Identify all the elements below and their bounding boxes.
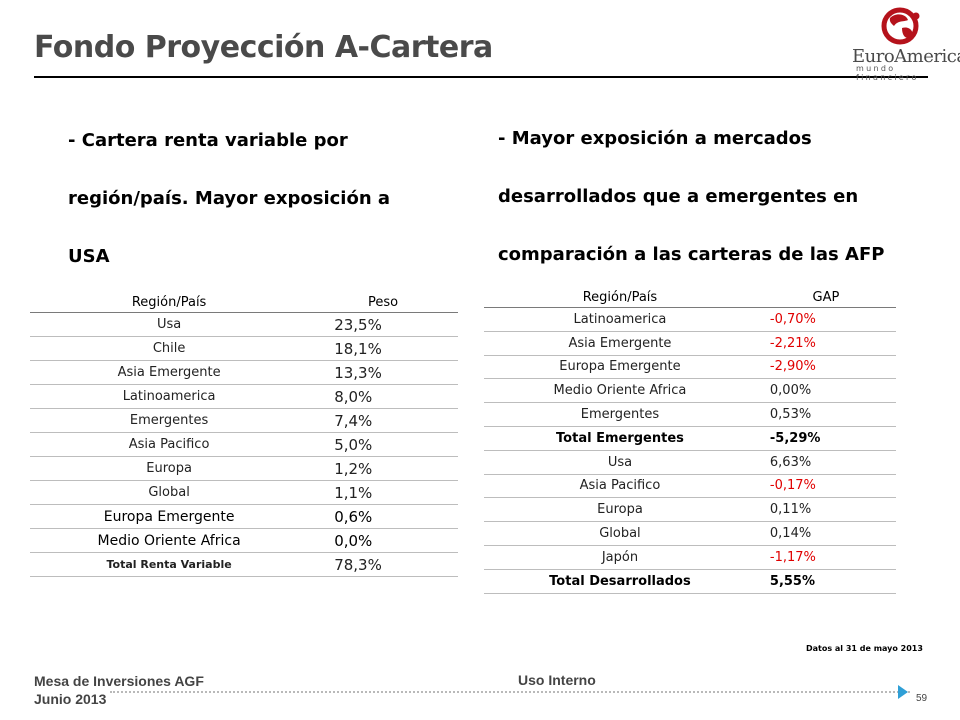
table-row: Total Renta Variable 78,3% xyxy=(30,552,458,577)
value-cell: 7,4% xyxy=(308,408,458,433)
portfolio-weight-table: Región/País Peso Usa 23,5% Chile 18,1% Asia … xyxy=(30,292,458,577)
region-cell: Asia Pacifico xyxy=(30,432,309,457)
value-cell: 0,6% xyxy=(308,504,458,529)
footer-dotted-line xyxy=(110,691,910,693)
bullet-right-line: comparación a las carteras de las AFP xyxy=(498,244,885,265)
table-row: Europa Emergente -2,90% xyxy=(484,355,896,380)
column-header-region: Región/País xyxy=(30,292,309,313)
region-cell: Asia Emergente xyxy=(30,360,309,385)
region-cell: Medio Oriente Africa xyxy=(30,528,309,553)
region-cell: Global xyxy=(484,521,756,546)
region-cell: Usa xyxy=(484,450,756,475)
region-cell: Latinoamerica xyxy=(484,307,756,332)
bullet-right: - Mayor exposición a mercados desarrolla… xyxy=(498,110,938,284)
region-cell: Usa xyxy=(30,312,309,337)
table-row: Chile 18,1% xyxy=(30,336,458,361)
region-cell: Total Emergentes xyxy=(484,425,756,451)
region-cell: Emergentes xyxy=(30,408,309,433)
bullet-right-line: - Mayor exposición a mercados xyxy=(498,128,812,149)
table-row: Total Emergentes -5,29% xyxy=(484,425,896,451)
table-row: Medio Oriente Africa 0,0% xyxy=(30,528,458,553)
globe-logo-icon xyxy=(881,7,920,45)
table-row: Asia Pacifico -0,17% xyxy=(484,474,896,499)
footer-department-name: Mesa de Inversiones AGF xyxy=(34,673,204,689)
page-title: Fondo Proyección A-Cartera xyxy=(34,30,493,65)
value-cell: -2,21% xyxy=(755,331,896,356)
table-row: Japón -1,17% xyxy=(484,545,896,570)
table-row: Latinoamerica -0,70% xyxy=(484,307,896,332)
table-row: Asia Pacifico 5,0% xyxy=(30,432,458,457)
region-cell: Total Renta Variable xyxy=(30,552,309,577)
value-cell: -5,29% xyxy=(755,425,896,451)
title-divider xyxy=(34,76,928,78)
table-row: Total Desarrollados 5,55% xyxy=(484,568,896,594)
value-cell: 0,53% xyxy=(755,402,896,427)
region-cell: Europa xyxy=(484,497,756,523)
value-cell: 0,11% xyxy=(755,497,896,523)
arrow-right-icon xyxy=(898,685,908,699)
data-date-note: Datos al 31 de mayo 2013 xyxy=(806,644,923,653)
value-cell: 18,1% xyxy=(308,336,458,361)
region-cell: Japón xyxy=(484,545,756,570)
bullet-left: - Cartera renta variable por región/país… xyxy=(68,112,448,286)
region-cell: Latinoamerica xyxy=(30,384,309,409)
table-row: Emergentes 7,4% xyxy=(30,408,458,433)
column-header-region: Región/País xyxy=(484,287,756,308)
column-header-weight: Peso xyxy=(308,292,458,313)
value-cell: -0,70% xyxy=(755,307,896,332)
region-cell: Chile xyxy=(30,336,309,361)
value-cell: 5,0% xyxy=(308,432,458,457)
footer-department: Mesa de Inversiones AGF Junio 2013 xyxy=(34,672,204,708)
logo-tagline: mundo financiero xyxy=(856,64,919,82)
value-cell: 23,5% xyxy=(308,312,458,337)
bullet-left-line: - Cartera renta variable por xyxy=(68,130,348,151)
gap-table: Región/País GAP Latinoamerica -0,70% Asia … xyxy=(484,287,896,594)
column-header-gap: GAP xyxy=(755,287,896,308)
table-row: Europa 1,2% xyxy=(30,456,458,481)
value-cell: -2,90% xyxy=(755,355,896,380)
region-cell: Medio Oriente Africa xyxy=(484,378,756,404)
table-row: Global 1,1% xyxy=(30,480,458,505)
table-row: Emergentes 0,53% xyxy=(484,402,896,427)
footer-classification: Uso Interno xyxy=(518,672,596,688)
table-row: Asia Emergente -2,21% xyxy=(484,331,896,356)
company-logo: EuroAmerica mundo financiero xyxy=(846,6,960,82)
value-cell: 6,63% xyxy=(755,450,896,475)
value-cell: 0,0% xyxy=(308,528,458,553)
table-row: Latinoamerica 8,0% xyxy=(30,384,458,409)
bullet-left-line: USA xyxy=(68,246,110,267)
table-row: Medio Oriente Africa 0,00% xyxy=(484,378,896,404)
page-number: 59 xyxy=(916,693,928,704)
region-cell: Total Desarrollados xyxy=(484,568,756,594)
value-cell: 13,3% xyxy=(308,360,458,385)
table-row: Usa 6,63% xyxy=(484,450,896,475)
value-cell: 8,0% xyxy=(308,384,458,409)
table-row: Asia Emergente 13,3% xyxy=(30,360,458,385)
region-cell: Europa xyxy=(30,456,309,481)
value-cell: -1,17% xyxy=(755,545,896,570)
value-cell: 0,14% xyxy=(755,521,896,546)
table-row: Europa 0,11% xyxy=(484,497,896,523)
region-cell: Europa Emergente xyxy=(30,504,309,529)
value-cell: 0,00% xyxy=(755,378,896,404)
region-cell: Asia Emergente xyxy=(484,331,756,356)
footer-date: Junio 2013 xyxy=(34,691,107,707)
bullet-right-line: desarrollados que a emergentes en xyxy=(498,186,859,207)
logo-name: EuroAmerica xyxy=(852,46,960,67)
region-cell: Emergentes xyxy=(484,402,756,427)
table-row: Global 0,14% xyxy=(484,521,896,546)
value-cell: 1,1% xyxy=(308,480,458,505)
table-row: Europa Emergente 0,6% xyxy=(30,504,458,529)
value-cell: -0,17% xyxy=(755,474,896,499)
region-cell: Global xyxy=(30,480,309,505)
region-cell: Asia Pacifico xyxy=(484,474,756,499)
bullet-left-line: región/país. Mayor exposición a xyxy=(68,188,391,209)
value-cell: 1,2% xyxy=(308,456,458,481)
value-cell: 78,3% xyxy=(308,552,458,577)
value-cell: 5,55% xyxy=(755,568,896,594)
region-cell: Europa Emergente xyxy=(484,355,756,380)
table-row: Usa 23,5% xyxy=(30,312,458,337)
